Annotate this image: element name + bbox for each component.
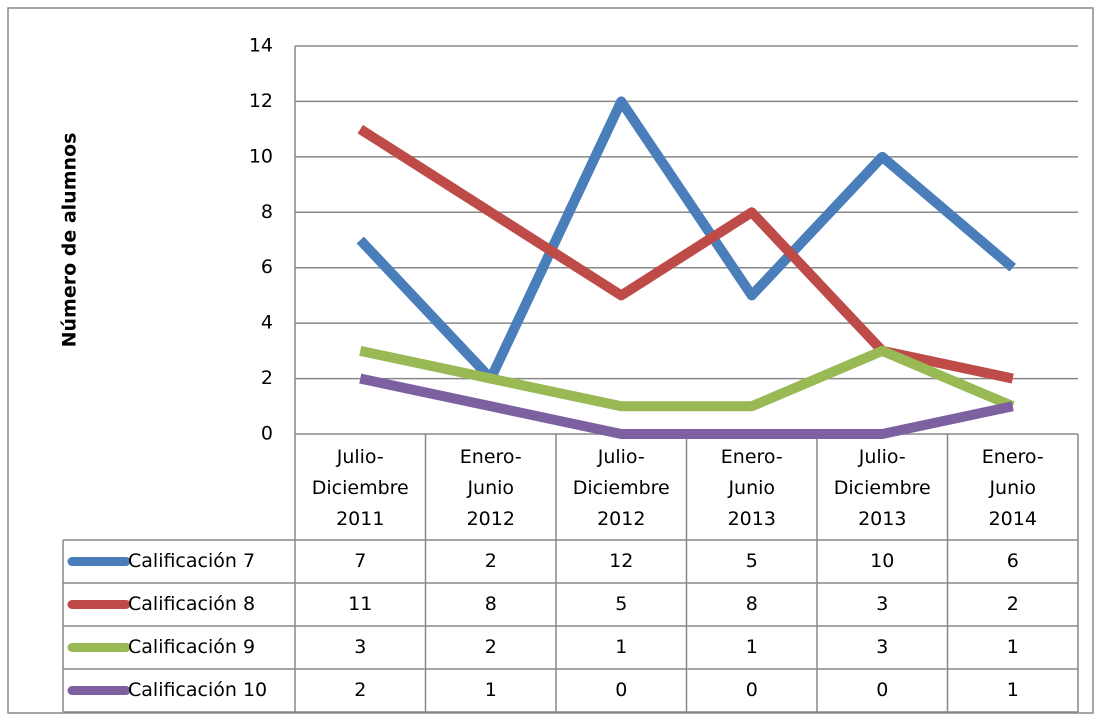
- x-tick-label: Enero- Junio 2012: [459, 446, 522, 530]
- table-value: 1: [746, 636, 758, 658]
- table-value: 1: [1007, 679, 1019, 701]
- legend-label: Calificación 9: [128, 636, 255, 658]
- table-value: 5: [615, 593, 627, 615]
- table-value: 3: [876, 593, 888, 615]
- table-value: 6: [1007, 550, 1019, 572]
- table-value: 0: [876, 679, 888, 701]
- table-value: 2: [354, 679, 366, 701]
- series-line: [359, 373, 1014, 439]
- table-value: 1: [1007, 636, 1019, 658]
- table-value: 2: [485, 550, 497, 572]
- table-value: 2: [485, 636, 497, 658]
- y-tick-label: 12: [249, 90, 273, 112]
- y-tick-label: 6: [261, 256, 273, 278]
- table-value: 1: [615, 636, 627, 658]
- legend-label: Calificación 10: [128, 679, 267, 701]
- table-value: 0: [746, 679, 758, 701]
- y-tick-label: 4: [261, 312, 273, 334]
- x-tick-label: Julio- Diciembre 2012: [572, 446, 670, 530]
- y-tick-label: 10: [249, 145, 273, 167]
- legend-label: Calificación 8: [128, 593, 255, 615]
- table-value: 7: [354, 550, 366, 572]
- table-value: 3: [354, 636, 366, 658]
- table-value: 11: [348, 593, 372, 615]
- table-value: 8: [746, 593, 758, 615]
- x-tick-label: Enero- Junio 2013: [720, 446, 783, 530]
- table-value: 1: [485, 679, 497, 701]
- table-value: 0: [615, 679, 627, 701]
- x-tick-label: Julio- Diciembre 2011: [311, 446, 409, 530]
- x-tick-label: Enero- Junio 2014: [981, 446, 1044, 530]
- y-tick-label: 8: [261, 201, 273, 223]
- table-value: 3: [876, 636, 888, 658]
- y-tick-label: 14: [249, 35, 273, 57]
- series-line: [359, 345, 1015, 412]
- table-value: 2: [1007, 593, 1019, 615]
- table-value: 8: [485, 593, 497, 615]
- y-tick-label: 2: [261, 367, 273, 389]
- table-value: 12: [609, 550, 633, 572]
- y-axis-label: Número de alumnos: [59, 133, 81, 348]
- x-tick-label: Julio- Diciembre 2013: [833, 446, 931, 530]
- table-value: 5: [746, 550, 758, 572]
- chart-frame: [7, 7, 1094, 714]
- legend-label: Calificación 7: [128, 550, 255, 572]
- series-line: [356, 96, 1016, 384]
- y-tick-label: 0: [261, 423, 273, 445]
- table-value: 10: [870, 550, 894, 572]
